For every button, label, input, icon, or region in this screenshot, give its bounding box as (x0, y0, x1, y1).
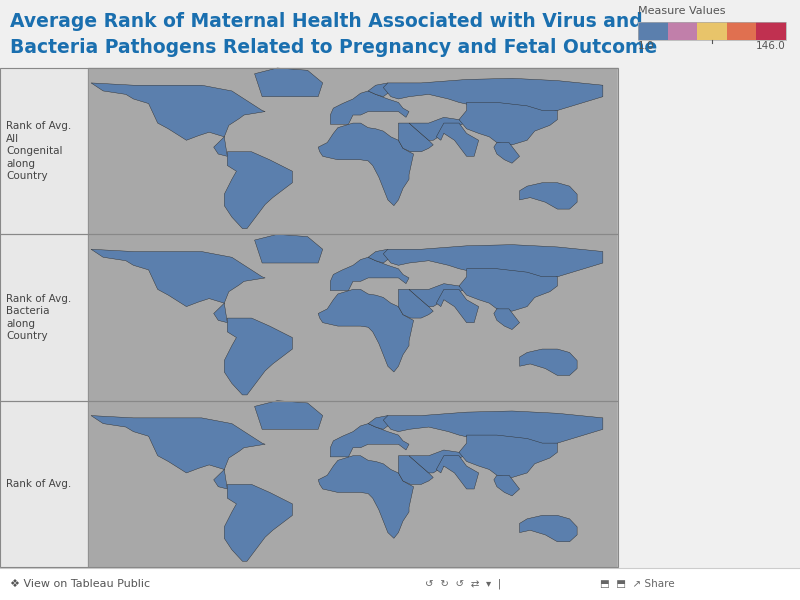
Text: ⬒  ⬒  ↗ Share: ⬒ ⬒ ↗ Share (600, 579, 674, 589)
Polygon shape (330, 257, 409, 290)
Polygon shape (409, 450, 466, 473)
Bar (667, 22, 698, 40)
Polygon shape (436, 123, 478, 157)
Text: 146.0: 146.0 (756, 41, 786, 51)
Bar (638, 22, 667, 40)
Polygon shape (383, 411, 603, 446)
Polygon shape (459, 103, 558, 145)
Bar (0, 235, 618, 401)
Polygon shape (494, 475, 519, 496)
Bar (0, 68, 88, 235)
Text: ❖ View on Tableau Public: ❖ View on Tableau Public (10, 579, 150, 589)
Polygon shape (409, 118, 466, 140)
Polygon shape (330, 424, 409, 457)
Polygon shape (224, 152, 293, 229)
Polygon shape (368, 416, 391, 430)
Polygon shape (368, 249, 391, 263)
Polygon shape (224, 318, 293, 395)
Bar (88, 401, 618, 567)
Text: Rank of Avg.
Bacteria
along
Country: Rank of Avg. Bacteria along Country (6, 294, 71, 341)
Polygon shape (459, 269, 558, 311)
Bar (0, 235, 88, 401)
Bar (698, 22, 727, 40)
Polygon shape (254, 401, 322, 430)
Text: Rank of Avg.
All
Congenital
along
Country: Rank of Avg. All Congenital along Countr… (6, 121, 71, 181)
Polygon shape (436, 289, 478, 323)
Polygon shape (368, 83, 391, 97)
Polygon shape (494, 309, 519, 329)
Polygon shape (398, 289, 434, 318)
Polygon shape (398, 123, 434, 152)
Text: Average Rank of Maternal Health Associated with Virus and: Average Rank of Maternal Health Associat… (10, 12, 642, 31)
Polygon shape (91, 83, 265, 157)
Polygon shape (436, 456, 478, 489)
Text: Rank of Avg.: Rank of Avg. (6, 479, 71, 489)
Bar (0, 68, 618, 235)
Text: 1.0: 1.0 (638, 41, 654, 51)
Polygon shape (519, 183, 577, 209)
Bar (618, 68, 800, 567)
Text: ↺  ↻  ↺  ⇄  ▾  |: ↺ ↻ ↺ ⇄ ▾ | (425, 579, 502, 589)
Polygon shape (91, 249, 265, 323)
Bar (726, 22, 757, 40)
Polygon shape (254, 68, 322, 97)
Text: Measure Values: Measure Values (638, 6, 726, 16)
Polygon shape (330, 91, 409, 124)
Bar (638, 22, 786, 40)
Polygon shape (318, 123, 414, 206)
Text: Bacteria Pathogens Related to Pregnancy and Fetal Outcome: Bacteria Pathogens Related to Pregnancy … (10, 38, 658, 57)
Polygon shape (318, 456, 414, 538)
Polygon shape (91, 416, 265, 489)
Polygon shape (383, 79, 603, 114)
Polygon shape (519, 349, 577, 376)
Bar (757, 22, 786, 40)
Polygon shape (519, 515, 577, 542)
Bar (0, 568, 800, 600)
Bar (0, 401, 88, 567)
Polygon shape (383, 245, 603, 280)
Polygon shape (398, 456, 434, 484)
Polygon shape (224, 484, 293, 561)
Bar (88, 68, 618, 235)
Bar (0, 401, 618, 567)
Polygon shape (459, 435, 558, 478)
Polygon shape (254, 235, 322, 263)
Polygon shape (318, 289, 414, 372)
Bar (88, 235, 618, 401)
Polygon shape (494, 143, 519, 163)
Polygon shape (409, 284, 466, 307)
